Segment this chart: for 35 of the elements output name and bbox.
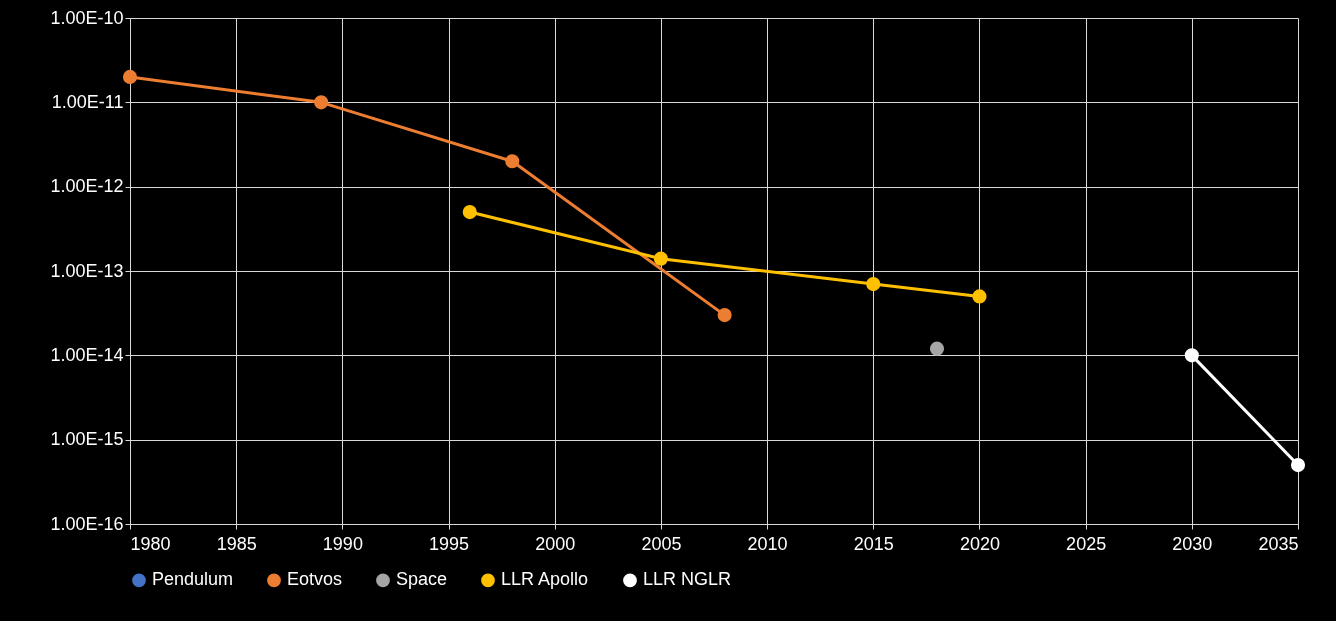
point xyxy=(462,205,477,220)
y-tick-label: 1.00E-13 xyxy=(50,260,124,281)
x-tick-label: 2005 xyxy=(641,533,682,554)
y-tick-label: 1.00E-16 xyxy=(50,513,124,534)
point xyxy=(314,95,329,110)
legend-label: Space xyxy=(396,569,448,590)
x-tick-label: 1980 xyxy=(130,533,171,554)
point xyxy=(653,251,668,266)
point xyxy=(122,69,138,84)
point xyxy=(1184,348,1199,363)
legend-label: LLR NGLR xyxy=(643,569,732,590)
y-tick-label: 1.00E-12 xyxy=(50,176,124,197)
point xyxy=(929,341,945,356)
x-tick-label: 2010 xyxy=(747,533,788,554)
point xyxy=(717,308,732,323)
x-tick-label: 2025 xyxy=(1066,533,1107,554)
legend-label: LLR Apollo xyxy=(501,569,589,590)
x-tick-label: 1990 xyxy=(322,533,363,554)
x-tick-label: 1995 xyxy=(429,533,470,554)
y-tick-label: 1.00E-11 xyxy=(51,91,124,112)
x-tick-label: 1985 xyxy=(216,533,257,554)
x-tick-label: 2000 xyxy=(535,533,576,554)
x-tick-label: 2020 xyxy=(959,533,1000,554)
point xyxy=(1290,458,1306,473)
point xyxy=(866,277,881,292)
point xyxy=(972,289,987,304)
legend-label: Eotvos xyxy=(287,569,343,590)
x-tick-label: 2015 xyxy=(853,533,894,554)
x-tick-label: 2030 xyxy=(1172,533,1213,554)
legend-label: Pendulum xyxy=(152,569,234,590)
point xyxy=(505,154,520,169)
x-tick-label: 2035 xyxy=(1258,533,1299,554)
y-tick-label: 1.00E-15 xyxy=(50,429,124,450)
y-tick-label: 1.00E-10 xyxy=(50,7,124,28)
y-tick-label: 1.00E-14 xyxy=(50,344,124,365)
